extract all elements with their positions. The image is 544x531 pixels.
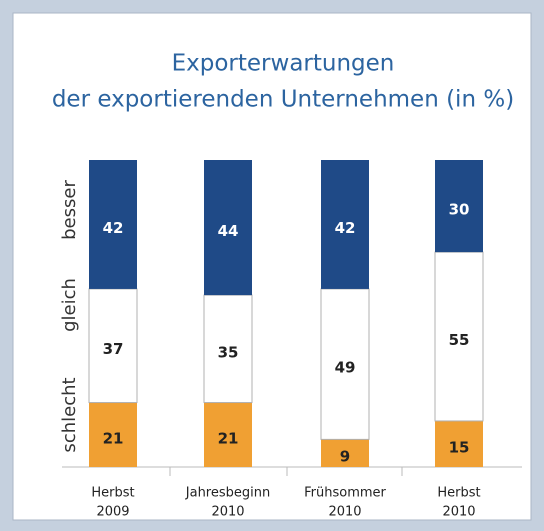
bar-segment bbox=[204, 402, 252, 467]
value-label: 35 bbox=[218, 343, 239, 361]
x-tick-label: 2010 bbox=[211, 505, 244, 520]
value-label: 21 bbox=[218, 429, 239, 447]
value-label: 55 bbox=[449, 331, 470, 349]
bar-segment bbox=[89, 160, 137, 289]
value-label: 9 bbox=[340, 448, 350, 466]
bar-segment bbox=[89, 402, 137, 467]
x-tick-label: Herbst bbox=[91, 486, 134, 501]
chart-title: Exporterwartungen bbox=[172, 51, 395, 77]
bar-segment bbox=[204, 160, 252, 296]
value-label: 15 bbox=[449, 438, 470, 456]
x-tick-label: 2010 bbox=[442, 505, 475, 520]
bar-segment bbox=[435, 420, 483, 467]
x-tick-label: Jahresbeginn bbox=[185, 486, 270, 501]
value-label: 30 bbox=[449, 201, 470, 219]
value-label: 44 bbox=[218, 222, 239, 240]
bar-segment bbox=[321, 439, 369, 467]
value-label: 42 bbox=[103, 219, 124, 237]
x-tick-label: 2009 bbox=[96, 505, 129, 520]
legend-label: schlecht bbox=[59, 377, 80, 452]
value-label: 37 bbox=[103, 340, 124, 358]
x-tick-label: 2010 bbox=[328, 505, 361, 520]
value-label: 42 bbox=[335, 219, 356, 237]
x-tick-label: Frühsommer bbox=[304, 486, 386, 501]
bar-segment bbox=[88, 288, 138, 404]
x-tick-label: Herbst bbox=[437, 486, 480, 501]
bar-segment bbox=[435, 160, 483, 253]
legend-label: besser bbox=[59, 180, 80, 240]
bar-segment bbox=[321, 160, 369, 289]
bar-segment bbox=[434, 251, 484, 422]
value-label: 21 bbox=[103, 429, 124, 447]
value-label: 49 bbox=[335, 359, 356, 377]
chart-title: der exportierenden Unternehmen (in %) bbox=[52, 87, 514, 113]
bar-segment bbox=[203, 294, 253, 404]
legend-label: gleich bbox=[59, 278, 80, 332]
